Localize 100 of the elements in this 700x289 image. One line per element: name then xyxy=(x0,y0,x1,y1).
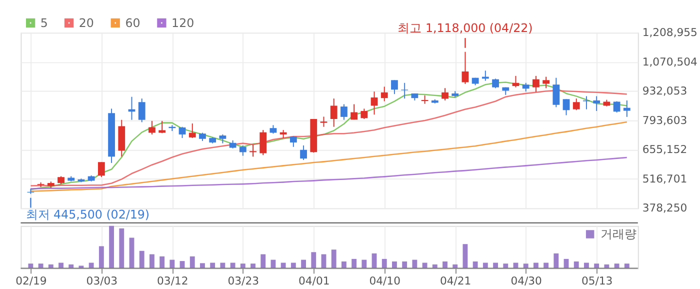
candlestick xyxy=(542,76,550,89)
bar xyxy=(109,226,114,268)
y-tick-label: 1,070,504 xyxy=(642,55,698,68)
bar xyxy=(574,261,579,268)
bar xyxy=(604,264,610,268)
bar xyxy=(38,264,44,268)
bar xyxy=(250,264,256,268)
candlestick xyxy=(158,120,166,134)
bar xyxy=(392,261,397,268)
bar xyxy=(412,260,418,268)
x-tick-label: 04/21 xyxy=(440,274,472,288)
candlestick xyxy=(260,130,267,156)
candlestick xyxy=(462,51,469,84)
bar xyxy=(624,264,630,268)
bar xyxy=(78,266,84,268)
x-tick-label: 04/01 xyxy=(298,274,330,288)
candlestick xyxy=(492,78,499,89)
y-tick-label: 1,208,955 xyxy=(642,26,698,40)
bar xyxy=(584,262,589,268)
bar xyxy=(260,254,266,268)
legend-label: 거래량 xyxy=(600,227,636,242)
x-tick-label: 04/10 xyxy=(369,274,401,288)
candlestick xyxy=(98,162,105,178)
candlestick xyxy=(178,126,186,139)
bar xyxy=(149,254,154,268)
bar xyxy=(432,264,438,268)
y-tick-label: 932,053 xyxy=(642,84,688,98)
candlestick xyxy=(562,98,570,116)
annotation: 최고 1,118,000 (04/22) xyxy=(398,21,533,36)
bar xyxy=(160,256,165,268)
bar xyxy=(331,250,336,268)
legend-label: 60 xyxy=(125,16,140,30)
candlestick xyxy=(148,120,156,135)
bar xyxy=(341,261,346,268)
bar xyxy=(119,228,124,268)
candlestick xyxy=(188,122,196,139)
bar xyxy=(170,260,175,268)
candlestick xyxy=(572,98,580,111)
candlestick xyxy=(421,94,428,104)
bar xyxy=(472,261,478,268)
bar xyxy=(280,262,286,268)
bar xyxy=(129,238,134,268)
bar xyxy=(220,262,226,268)
candlestick xyxy=(391,80,398,95)
y-tick-label: 793,603 xyxy=(642,114,688,127)
x-tick-label: 04/30 xyxy=(510,274,542,288)
candlestick xyxy=(532,75,540,92)
candlestick xyxy=(370,91,378,116)
candlestick xyxy=(623,100,630,118)
bar xyxy=(382,258,387,268)
candlestick xyxy=(442,88,448,101)
candlestick xyxy=(360,108,368,120)
bar xyxy=(482,262,488,268)
bar xyxy=(452,264,458,268)
bar xyxy=(442,261,448,268)
x-tick-label: 03/03 xyxy=(86,274,118,288)
bar xyxy=(513,262,518,268)
bar xyxy=(139,250,144,268)
candlestick xyxy=(250,144,256,158)
candlestick xyxy=(350,104,358,120)
x-tick-label: 03/12 xyxy=(157,274,188,288)
bar xyxy=(402,261,408,268)
bar xyxy=(301,260,306,268)
bar xyxy=(523,264,528,268)
bar xyxy=(493,262,498,268)
bar xyxy=(68,264,74,268)
candlestick xyxy=(340,104,348,120)
candlestick xyxy=(300,144,307,160)
bar xyxy=(98,246,104,268)
bar xyxy=(28,264,34,268)
bar xyxy=(311,252,316,268)
bar xyxy=(554,253,559,268)
bar xyxy=(614,264,620,268)
bar xyxy=(352,258,357,268)
candlestick xyxy=(401,82,408,100)
bar xyxy=(503,264,508,268)
y-tick-label: 378,250 xyxy=(642,202,688,215)
candlestick xyxy=(380,86,388,102)
bar xyxy=(362,260,367,268)
bar xyxy=(48,264,54,268)
candlestick xyxy=(290,136,297,148)
x-tick-label: 05/13 xyxy=(581,274,613,288)
candlestick xyxy=(593,96,600,112)
candlestick xyxy=(583,96,590,110)
legend-label: 20 xyxy=(78,16,94,30)
candlestick xyxy=(330,98,338,128)
x-tick-label: 02/19 xyxy=(16,274,47,288)
y-tick-label: 655,152 xyxy=(642,143,688,156)
legend-label: 120 xyxy=(172,16,194,30)
bar xyxy=(533,262,538,268)
candlestick xyxy=(552,77,560,108)
bar xyxy=(270,260,276,268)
bar xyxy=(88,262,94,268)
bar xyxy=(290,262,296,268)
legend-label: 5 xyxy=(40,16,48,30)
candlestick xyxy=(512,75,520,88)
x-tick-label: 03/23 xyxy=(228,274,260,288)
candlestick xyxy=(320,116,328,128)
bar xyxy=(230,262,236,268)
bar xyxy=(544,262,549,268)
